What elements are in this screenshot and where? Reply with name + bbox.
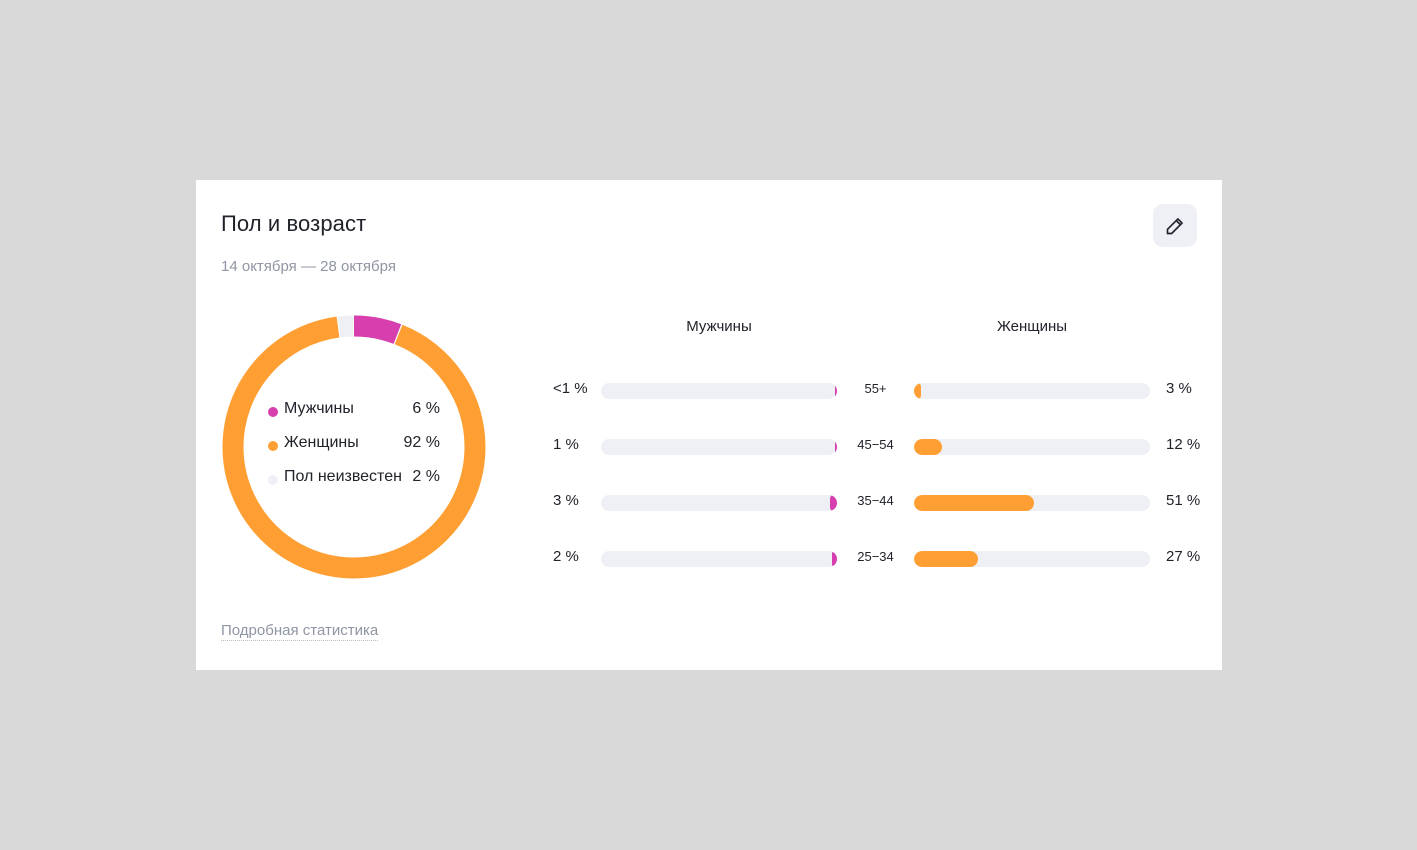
legend-label: Женщины [284, 434, 359, 451]
legend-dot-icon [268, 441, 278, 451]
legend-label: Мужчины [284, 400, 354, 417]
gender-donut-chart [222, 315, 486, 579]
legend-item: Пол неизвестен 2 % [268, 468, 440, 502]
women-bar [914, 439, 943, 455]
women-value-label: 27 % [1166, 548, 1201, 565]
date-range: 14 октября — 28 октября [221, 258, 396, 275]
age-row: 3 % 35−44 51 % [196, 492, 1222, 512]
age-group-label: 35−44 [857, 493, 894, 508]
women-value-label: 12 % [1166, 436, 1201, 453]
men-bar [834, 439, 837, 455]
gender-age-card: Пол и возраст 14 октября — 28 октября Му… [196, 180, 1222, 670]
edit-button[interactable] [1153, 204, 1197, 247]
women-bar-track [914, 551, 1150, 567]
men-value-label: <1 % [553, 380, 588, 397]
men-bar [832, 551, 837, 567]
women-bar [914, 551, 978, 567]
women-bar-track [914, 383, 1150, 399]
men-value-label: 1 % [553, 436, 579, 453]
men-bar-track [601, 383, 837, 399]
donut-slice [222, 315, 486, 579]
legend-dot-icon [268, 407, 278, 417]
pencil-icon [1166, 217, 1183, 234]
age-group-label: 55+ [864, 381, 887, 396]
legend-value: 92 % [403, 434, 440, 451]
women-bar [914, 495, 1035, 511]
men-bar [829, 495, 837, 511]
legend-dot-icon [268, 475, 278, 485]
donut-slice [222, 315, 486, 579]
women-bar-track [914, 495, 1150, 511]
legend-item: Мужчины 6 % [268, 400, 440, 434]
legend-item: Женщины 92 % [268, 434, 440, 468]
men-bar-track [601, 551, 837, 567]
men-column-header: Мужчины [686, 318, 752, 335]
age-row: 2 % 25−34 27 % [196, 548, 1222, 568]
card-title: Пол и возраст [221, 211, 367, 236]
legend-label: Пол неизвестен [284, 468, 402, 485]
men-bar-track [601, 439, 837, 455]
age-row: <1 % 55+ 3 % [196, 380, 1222, 400]
women-bar-track [914, 439, 1150, 455]
women-bar [914, 383, 922, 399]
donut-legend: Мужчины 6 % Женщины 92 % Пол неизвестен 2 % [268, 400, 440, 502]
age-group-label: 25−34 [857, 549, 894, 564]
men-bar-track [601, 495, 837, 511]
detailed-stats-link[interactable]: Подробная статистика [221, 622, 379, 641]
women-value-label: 51 % [1166, 492, 1201, 509]
women-value-label: 3 % [1166, 380, 1192, 397]
women-column-header: Женщины [996, 318, 1068, 335]
legend-value: 2 % [412, 468, 440, 485]
men-value-label: 2 % [553, 548, 579, 565]
age-row: 1 % 45−54 12 % [196, 436, 1222, 456]
men-bar [835, 383, 837, 399]
legend-value: 6 % [412, 400, 440, 417]
age-group-label: 45−54 [857, 437, 894, 452]
men-value-label: 3 % [553, 492, 579, 509]
